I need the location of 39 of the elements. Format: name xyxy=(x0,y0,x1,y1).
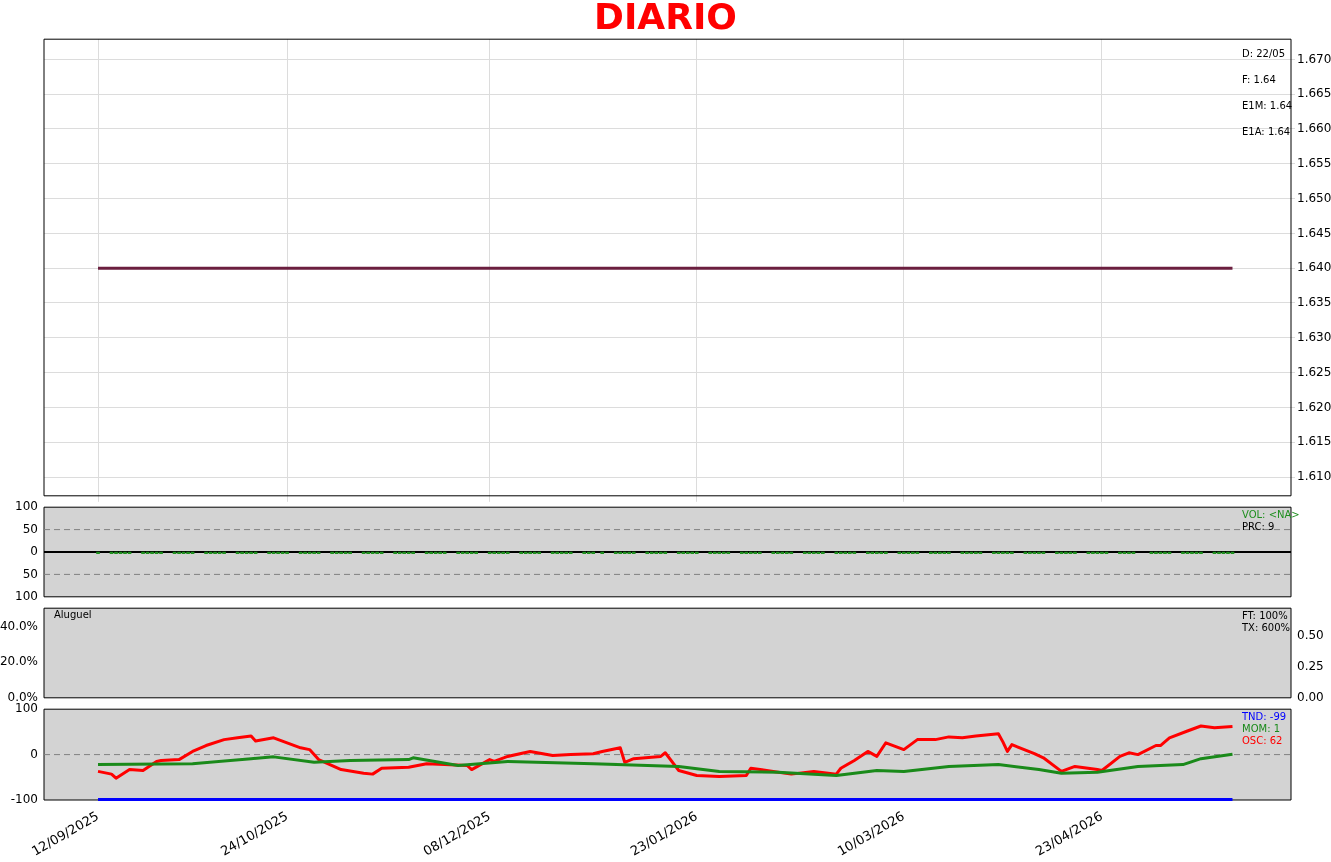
y-tick-label: 1.620 xyxy=(1297,399,1331,414)
y-tick-label: 1.625 xyxy=(1297,364,1331,379)
annotation: PRC: 9 xyxy=(1242,520,1275,532)
y-tick-label: 1.615 xyxy=(1297,434,1331,449)
annotation: F: 1.64 xyxy=(1242,73,1276,85)
chart-title: DIARIO xyxy=(593,0,738,37)
y-tick-label: 1.670 xyxy=(1297,51,1331,66)
y2-tick-label: 0.50 xyxy=(1297,627,1324,642)
annotation: E1M: 1.64 xyxy=(1242,99,1293,111)
y-tick-label: 0.0% xyxy=(7,689,38,704)
y-tick-label: 100 xyxy=(15,588,38,603)
y-tick-label: 1.610 xyxy=(1297,469,1331,484)
y-tick-label: 1.645 xyxy=(1297,225,1331,240)
y-tick-label: 100 xyxy=(15,499,38,514)
y-tick-label: 1.660 xyxy=(1297,121,1331,136)
y-tick-label: 20.0% xyxy=(0,654,38,669)
y-tick-label: 50 xyxy=(22,521,38,536)
y-tick-label: 1.630 xyxy=(1297,329,1331,344)
y-tick-label: 1.635 xyxy=(1297,295,1331,310)
y-tick-label: 1.655 xyxy=(1297,155,1331,170)
y-tick-label: 50 xyxy=(22,566,38,581)
y2-tick-label: 0.25 xyxy=(1297,658,1324,673)
y-tick-label: 1.665 xyxy=(1297,86,1331,101)
text: TND: -99 xyxy=(1241,710,1287,722)
y-tick-label: 0 xyxy=(30,544,38,559)
chart-title: Aluguel xyxy=(54,608,92,620)
annotation: TX: 600% xyxy=(1241,621,1291,633)
text: MOM: 1 xyxy=(1242,722,1281,734)
y-tick-label: 0 xyxy=(30,746,38,761)
series-label: OSC: 62 xyxy=(1242,734,1283,746)
y2-tick-label: 0.00 xyxy=(1297,689,1324,704)
y-tick-label: -100 xyxy=(10,792,38,807)
annotation: FT: 100% xyxy=(1242,609,1288,621)
y-tick-label: 1.640 xyxy=(1297,260,1331,275)
annotation: E1A: 1.64 xyxy=(1242,125,1291,137)
y-tick-label: 100 xyxy=(15,701,38,716)
y-tick-label: 1.650 xyxy=(1297,190,1331,205)
y-tick-label: 40.0% xyxy=(0,618,38,633)
annotation: D: 22/05 xyxy=(1242,47,1286,59)
